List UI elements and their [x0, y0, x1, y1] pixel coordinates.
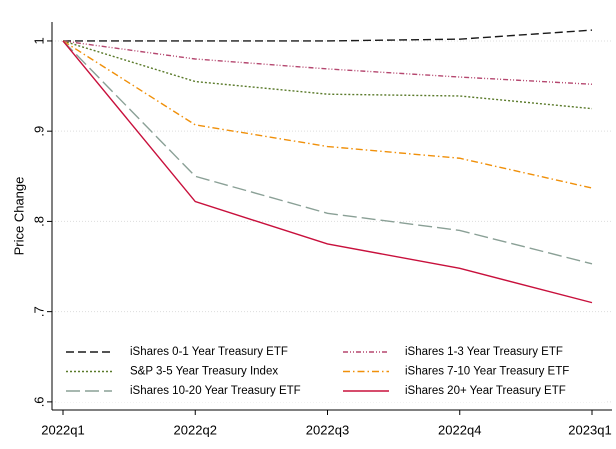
series-line [62, 40, 593, 85]
series-line [62, 40, 593, 189]
series-line [63, 29, 593, 42]
legend-label: iShares 1-3 Year Treasury ETF [405, 346, 563, 358]
x-tick-label: 2022q3 [306, 422, 349, 437]
x-tick-label: 2022q4 [438, 422, 481, 437]
x-tick-label: 2023q1 [568, 422, 611, 437]
y-tick-label: .9 [31, 126, 46, 137]
y-tick-label: .6 [31, 396, 46, 407]
legend-label: iShares 0-1 Year Treasury ETF [130, 346, 288, 358]
y-tick-label: .8 [31, 216, 46, 227]
y-tick-label: 1 [31, 37, 46, 44]
legend-label: iShares 20+ Year Treasury ETF [405, 385, 566, 397]
y-axis-title: Price Change [11, 177, 26, 256]
legend-box [58, 340, 606, 402]
series-line [62, 40, 593, 304]
x-tick-label: 2022q2 [174, 422, 217, 437]
legend-label: iShares 10-20 Year Treasury ETF [130, 385, 301, 397]
series-line [62, 40, 593, 265]
series-line [62, 40, 593, 110]
legend-label: iShares 7-10 Year Treasury ETF [405, 366, 569, 378]
y-tick-label: .7 [31, 306, 46, 317]
x-tick-label: 2022q1 [41, 422, 84, 437]
legend-label: S&P 3-5 Year Treasury Index [130, 366, 278, 378]
